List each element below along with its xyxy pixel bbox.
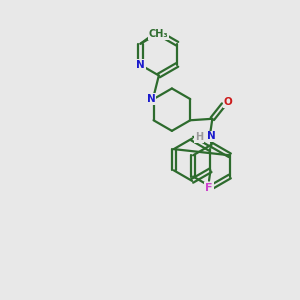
Text: F: F <box>205 183 213 193</box>
Text: N: N <box>207 131 216 142</box>
Text: CH₃: CH₃ <box>148 29 168 39</box>
Text: O: O <box>224 97 232 107</box>
Text: N: N <box>136 60 145 70</box>
Text: N: N <box>147 94 156 104</box>
Text: H: H <box>195 132 203 142</box>
